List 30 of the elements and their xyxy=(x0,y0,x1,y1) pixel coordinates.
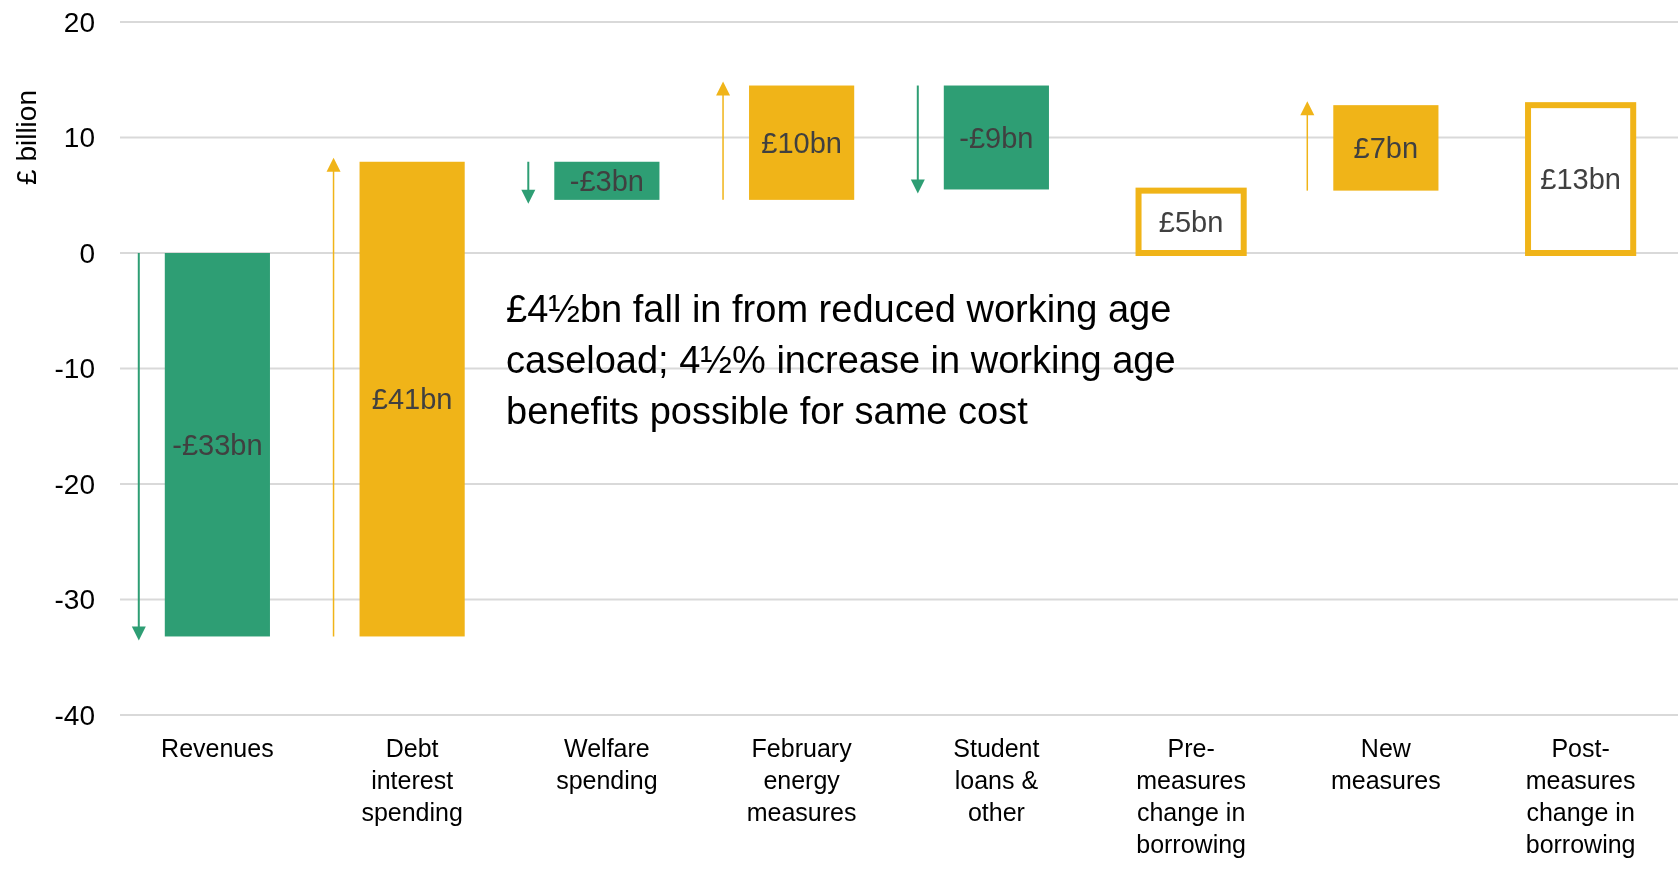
annotation: £4½bn fall in from reduced working age caseload; 4½% increase in working age benefits possible for same cost xyxy=(506,288,1176,433)
data-label: -£9bn xyxy=(959,121,1034,154)
y-tick-label: -40 xyxy=(54,699,95,731)
bar xyxy=(749,85,855,200)
y-tick-label: 0 xyxy=(79,237,95,269)
y-tick-label: 20 xyxy=(63,6,95,38)
bar xyxy=(1333,105,1439,191)
data-label: £5bn xyxy=(1158,205,1224,238)
y-axis-title: £ billion xyxy=(11,90,42,185)
y-tick-label: -30 xyxy=(54,584,95,616)
y-tick-label: -20 xyxy=(54,468,95,500)
y-tick-label: 10 xyxy=(63,122,95,154)
x-tick-label: New measures xyxy=(1330,734,1441,794)
x-tick-label: Debt interest spending xyxy=(361,734,463,826)
x-tick-label: February energy measures xyxy=(746,734,857,826)
x-tick-label: Pre-measures change in borrowing xyxy=(1136,734,1247,858)
bar xyxy=(943,85,1049,190)
x-tick-label: Post-measures change in borrowing xyxy=(1525,734,1636,858)
bar xyxy=(164,253,270,637)
y-tick-label: -10 xyxy=(54,353,95,385)
data-label: -£33bn xyxy=(172,428,263,461)
bar xyxy=(359,161,465,637)
data-label: -£3bn xyxy=(569,164,644,197)
data-label: £7bn xyxy=(1353,132,1419,165)
data-label: £10bn xyxy=(761,126,842,159)
x-tick-label: Revenues xyxy=(161,734,274,762)
x-tick-label: Welfare spending xyxy=(556,734,658,794)
data-label: £41bn xyxy=(371,383,453,416)
data-label: £13bn xyxy=(1540,163,1621,196)
x-tick-label: Student loans & other xyxy=(953,734,1040,826)
